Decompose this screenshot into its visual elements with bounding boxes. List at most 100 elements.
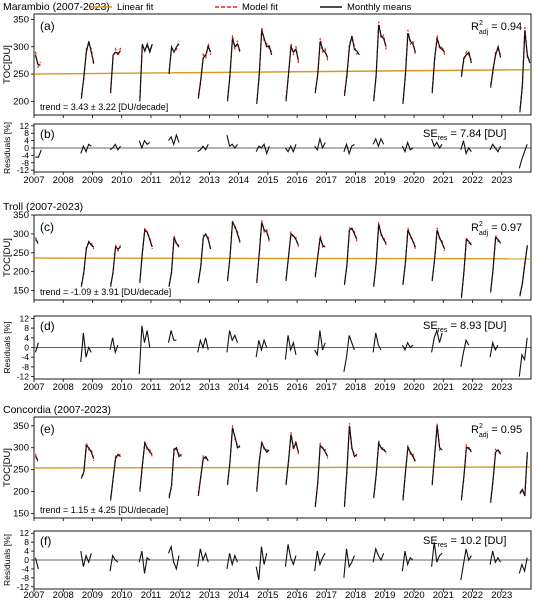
monthly-means-series [460,447,472,501]
monthly-means-series [197,232,212,284]
linear-fit-line [33,466,532,469]
residual-series [167,330,177,343]
monthly-means-series [80,240,95,287]
y-tick-label: 250 [13,248,29,259]
residual-series [489,550,502,565]
y-tick-label: 200 [13,96,29,107]
y-tick-label: -8 [21,573,29,583]
residual-series [489,143,502,153]
residual-series [314,550,326,572]
x-tick-label: 2010 [111,382,132,393]
residual-series [138,550,151,574]
model-fit-series [519,27,531,110]
r2-annotation: R2 adj = 0.94 [471,20,522,36]
panel-label: (d) [40,319,55,333]
x-tick-label: 2014 [228,590,249,600]
model-fit-series [139,440,153,490]
x-tick-label: 2007 [23,175,44,186]
y-tick-label: 350 [13,14,29,25]
se-symbol: SE [423,535,438,547]
monthly-means-series [431,38,446,94]
toc-panel-frame [33,214,532,301]
monthly-means-series [226,38,241,102]
y-tick-label: 12 [20,313,30,323]
model-fit-series [402,444,416,498]
residual-axis-label: Residuals [%] [2,122,12,174]
station-title: Marambio (2007-2023) [3,1,110,13]
y-tick-label: 0 [24,343,29,353]
r2-value: = 0.94 [488,21,522,33]
residual-series [372,332,382,353]
x-tick-label: 2011 [141,382,161,393]
residual-series [138,139,151,150]
y-tick-label: 0 [24,143,29,153]
monthly-means-series [80,41,95,99]
y-tick-label: 350 [13,421,29,432]
residual-series [314,330,326,357]
residual-series [255,143,270,156]
model-fit-series [373,222,387,285]
monthly-means-series [373,24,387,102]
monthly-means-series [226,220,241,282]
y-tick-label: 200 [13,487,29,498]
residual-series [109,143,121,151]
residual-series [197,337,209,353]
monthly-means-series [256,30,273,105]
x-tick-label: 2015 [257,175,278,186]
r2-sub: adj [479,29,489,36]
station-title: Troll (2007-2023) [3,201,83,213]
residual-series [80,550,92,567]
linear-fit-line [33,68,532,75]
x-tick-label: 2008 [53,175,74,186]
y-tick-label: 8 [24,537,29,547]
y-tick-label: 150 [13,509,29,520]
x-tick-label: 2018 [345,590,366,600]
residual-series [489,340,499,358]
y-tick-label: 300 [13,443,29,454]
x-tick-label: 2018 [345,382,366,393]
x-tick-label: 2014 [228,382,249,393]
x-tick-label: 2007 [23,382,44,393]
model-fit-series [256,220,270,281]
monthly-means-series [110,245,121,287]
r2-sup: 2 [479,423,483,430]
monthly-means-series [460,238,472,299]
y-tick-label: 200 [13,267,29,278]
x-tick-label: 2021 [433,590,454,600]
residual-series [372,546,385,563]
monthly-means-series [226,427,241,486]
legend: Linear fit Model fit Monthly means [90,2,412,13]
model-fit-series [343,36,360,93]
monthly-means-series [256,441,270,492]
x-tick-label: 2012 [170,175,191,186]
r2-sup: 2 [479,221,483,228]
x-tick-label: 2010 [111,175,132,186]
monthly-means-series [285,44,300,102]
model-fit-series [285,231,300,279]
station-group-marambio: Marambio (2007-2023) 200 250 300 350 TOC[DU] (… [2,1,532,186]
x-tick-label: 2016 [287,382,308,393]
station-group-troll: Troll (2007-2023) 150 200 250 300 350 TOC[DU] (… [2,201,532,393]
monthly-means-series [34,456,39,461]
x-tick-label: 2020 [403,382,424,393]
x-tick-label: 2010 [111,590,132,600]
panel-label: (a) [40,19,55,33]
y-tick-label: 12 [20,528,30,538]
residual-series [284,335,297,360]
x-tick-label: 2008 [53,382,74,393]
residual-series [138,325,151,375]
y-tick-label: 0 [24,555,29,565]
monthly-means-series [285,232,299,282]
residual-series [314,136,326,152]
x-tick-label: 2022 [462,590,483,600]
se-value: = 10.2 [DU] [447,535,506,547]
x-tick-label: 2017 [316,590,337,600]
residual-series [168,133,180,147]
residual-axis-label: Residuals [%] [2,534,12,586]
monthly-means-series [431,425,443,486]
monthly-means-series [402,445,416,501]
residual-series [401,140,414,154]
monthly-means-series [80,444,95,479]
residual-series [343,142,355,156]
se-annotation: SEres = 10.2 [DU] [423,535,506,549]
